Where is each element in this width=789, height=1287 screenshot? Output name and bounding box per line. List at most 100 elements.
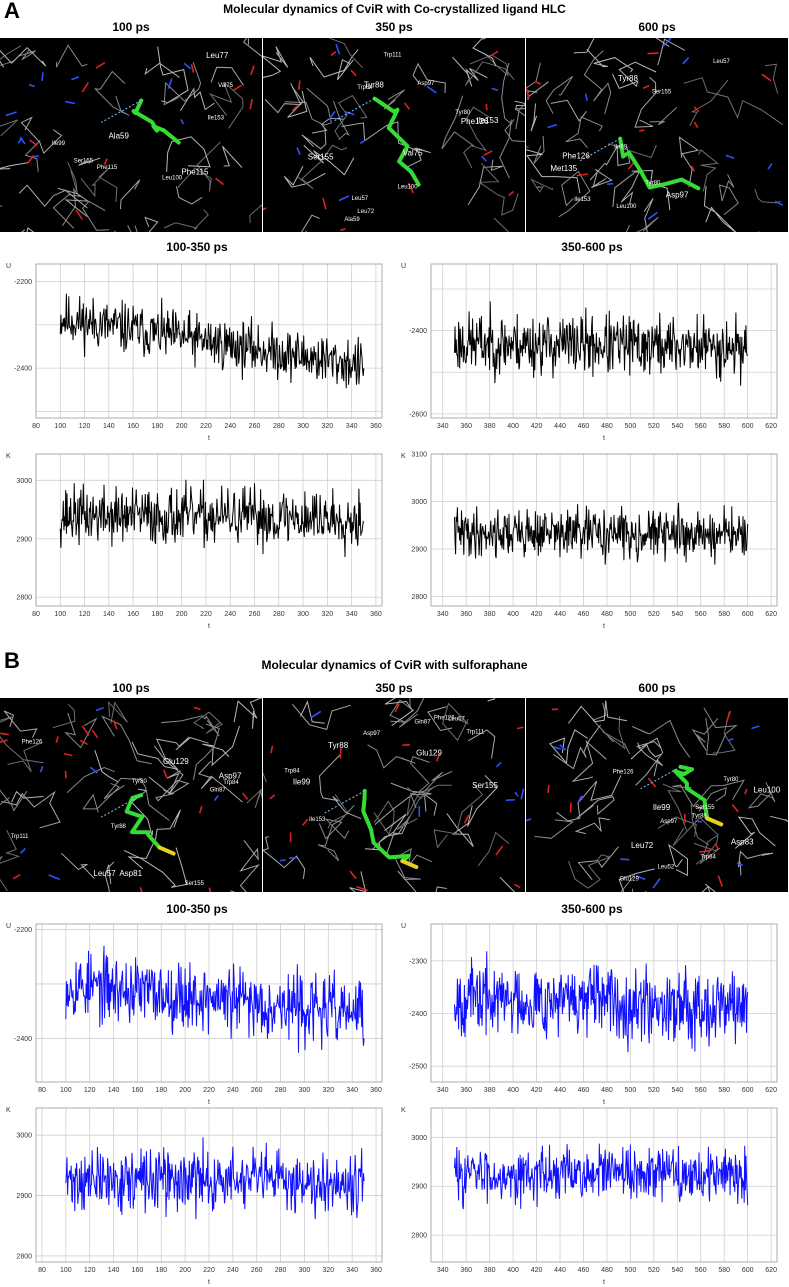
residue-stick: [442, 702, 469, 742]
residue-stick: [678, 136, 700, 188]
y-tick-label: 3000: [16, 478, 32, 485]
residue-stick: [571, 740, 607, 783]
x-tick-label: 340: [437, 1267, 449, 1274]
heteroatom-bond: [297, 80, 301, 90]
residue-stick: [163, 61, 202, 106]
heteroatom-bond: [559, 744, 567, 751]
heteroatom-bond: [514, 791, 519, 797]
x-tick-label: 240: [224, 611, 236, 618]
residue-stick: [467, 774, 498, 827]
x-tick-label: 280: [273, 611, 285, 618]
x-tick-label: 560: [695, 423, 707, 430]
residue-stick: [374, 782, 432, 825]
y-tick-label: -2200: [14, 279, 32, 286]
residue-stick: [64, 713, 98, 749]
chart-svg: 80 100 120 140 160 180 200 220 240 260 280 300 320 34…: [6, 923, 383, 1106]
x-tick-label: 280: [275, 1087, 287, 1094]
heteroatom-bond: [693, 106, 700, 113]
x-tick-label: 380: [484, 611, 496, 618]
residue-label: Tyr88: [618, 74, 639, 83]
plot-frame: [35, 1107, 383, 1263]
heteroatom-bond: [526, 88, 530, 99]
residue-label: Ala59: [108, 132, 129, 141]
residue-stick: [373, 800, 395, 836]
md-snapshot-b-100ps: Asp81 Gln87 Tyr80 Glu129 Trp84 Tyr88 Leu57 Phe1…: [0, 698, 262, 892]
residue-stick: [398, 698, 425, 728]
residue-stick: [249, 204, 262, 223]
residue-label: Trp84: [284, 769, 300, 775]
heteroatom-bond: [483, 150, 493, 157]
residue-stick: [384, 698, 414, 727]
residue-stick: [718, 173, 739, 216]
hydrogen-bond: [324, 790, 365, 814]
residue-stick: [632, 719, 691, 758]
heteroatom-bond: [717, 875, 723, 887]
plot-frame: [430, 453, 778, 607]
residue-stick: [635, 737, 664, 786]
heteroatom-bond: [340, 228, 346, 231]
residue-stick: [66, 766, 115, 794]
x-tick-label: 420: [531, 1267, 543, 1274]
heteroatom-bond: [79, 739, 88, 746]
residue-label: Leu57: [93, 869, 116, 878]
residue-label: Tyr80: [455, 110, 471, 116]
residue-label: Tyr88: [111, 824, 127, 830]
residue-label: Ile99: [52, 141, 66, 147]
residue-stick: [81, 200, 110, 231]
residue-label: Phe126: [22, 739, 43, 745]
residue-stick: [672, 779, 745, 808]
heteroatom-bond: [81, 82, 89, 93]
residue-stick: [514, 100, 525, 110]
snapshot-time-a-2: 350 ps: [375, 20, 413, 34]
residue-stick: [166, 136, 211, 173]
x-tick-label: 580: [718, 423, 730, 430]
residue-stick: [311, 117, 345, 134]
residue-stick: [558, 170, 591, 218]
heteroatom-bond: [208, 887, 212, 892]
heteroatom-bond: [55, 736, 59, 743]
x-tick-label: 300: [297, 423, 309, 430]
residue-stick: [21, 227, 35, 232]
heteroatom-bond: [91, 729, 99, 739]
x-tick-label: 100: [60, 1267, 72, 1274]
residue-stick: [333, 100, 350, 140]
chart-svg: 340 360 380 400 420 440 460 480 500 520 540 560 580 6…: [401, 263, 778, 442]
x-tick-label: 320: [322, 423, 334, 430]
heteroatom-bond: [481, 155, 487, 162]
heteroatom-bond: [75, 209, 83, 221]
x-axis-label: t: [603, 1279, 605, 1286]
heteroatom-bond: [213, 794, 219, 802]
residue-stick: [210, 66, 244, 86]
residue-stick: [0, 162, 29, 170]
residue-stick: [80, 167, 118, 203]
residue-stick: [549, 729, 589, 765]
x-axis-label: t: [208, 623, 210, 630]
residue-stick: [504, 108, 525, 142]
heteroatom-bond: [350, 69, 357, 77]
snapshot-time-b-1: 100 ps: [112, 681, 150, 695]
residue-stick: [3, 710, 38, 738]
residue-stick: [530, 103, 538, 132]
residue-stick: [202, 725, 240, 767]
y-tick-label: 2900: [411, 547, 427, 554]
heteroatom-bond: [727, 738, 734, 742]
residue-label: Ile99: [293, 777, 311, 786]
residue-label: Leu100: [162, 176, 183, 182]
x-tick-label: 120: [79, 611, 91, 618]
residue-stick: [208, 81, 244, 129]
heteroatom-bond: [215, 177, 225, 186]
heteroatom-bond: [520, 788, 525, 800]
heteroatom-bond: [693, 121, 699, 129]
heteroatom-bond: [514, 883, 521, 889]
x-tick-label: 460: [578, 1087, 590, 1094]
heteroatom-bond: [162, 769, 168, 779]
residue-stick: [577, 846, 619, 881]
x-tick-label: 340: [437, 1087, 449, 1094]
x-tick-label: 260: [251, 1267, 263, 1274]
x-tick-label: 220: [203, 1267, 215, 1274]
heteroatom-bond: [490, 50, 499, 57]
residue-stick: [643, 198, 654, 232]
x-tick-label: 500: [625, 1087, 637, 1094]
heteroatom-bond: [356, 885, 368, 892]
